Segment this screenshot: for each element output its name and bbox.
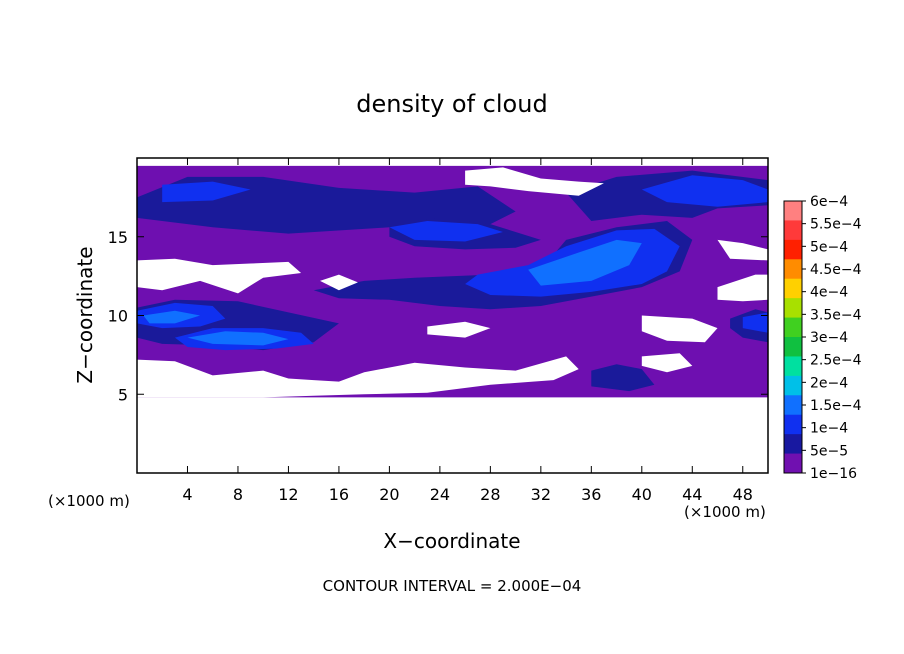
colorbar-label: 3e−4 bbox=[810, 330, 848, 346]
colorbar-swatch bbox=[784, 239, 802, 260]
contour-region-15 bbox=[187, 331, 289, 346]
x-tick-label: 20 bbox=[379, 485, 399, 504]
empty-region-2 bbox=[465, 167, 604, 196]
colorbar-label: 1e−4 bbox=[810, 421, 848, 437]
colorbar-label: 4.5e−4 bbox=[810, 262, 862, 278]
x-tick-label: 8 bbox=[233, 485, 243, 504]
x-tick-label: 32 bbox=[531, 485, 551, 504]
empty-region-1 bbox=[320, 274, 358, 291]
colorbar-swatch bbox=[784, 337, 802, 357]
empty-region-6 bbox=[717, 274, 768, 302]
contour-interval-note: CONTOUR INTERVAL = 2.000E−04 bbox=[323, 577, 582, 595]
empty-region-5 bbox=[641, 353, 693, 373]
colorbar-swatch bbox=[784, 278, 802, 299]
colorbar-legend: 6e−4 5.5e−4 5e−4 4.5e−4 4e−4 3.5e−4 3e−4 2.5e−4… bbox=[783, 194, 862, 482]
x-tick-label: 44 bbox=[682, 485, 702, 504]
colorbar-swatch bbox=[784, 220, 802, 241]
colorbar-swatch bbox=[784, 414, 802, 435]
y-tick-label: 15 bbox=[108, 228, 128, 247]
colorbar-swatch bbox=[784, 201, 802, 221]
colorbar-label: 5e−5 bbox=[810, 443, 848, 459]
contour-region-6 bbox=[591, 364, 655, 392]
colorbar-label: 5e−4 bbox=[810, 239, 848, 255]
x-tick-label: 24 bbox=[430, 485, 450, 504]
x-tick-label: 4 bbox=[182, 485, 192, 504]
colorbar-swatch bbox=[784, 395, 802, 416]
contour-region-17 bbox=[143, 310, 201, 324]
contour-region-10 bbox=[389, 221, 503, 242]
y-tick-label: 10 bbox=[108, 307, 128, 326]
colorbar-label: 6e−4 bbox=[810, 194, 848, 210]
y-axis-label: Z−coordinate bbox=[73, 246, 97, 383]
x-unit-right: (×1000 m) bbox=[684, 503, 766, 521]
colorbar-label: 1e−16 bbox=[810, 466, 857, 482]
empty-region-0 bbox=[137, 258, 302, 294]
x-tick-label: 28 bbox=[480, 485, 500, 504]
colorbar-label: 4e−4 bbox=[810, 285, 848, 301]
colorbar-swatch bbox=[784, 298, 802, 319]
y-axis: 5 10 15 bbox=[108, 228, 768, 404]
x-tick-label: 12 bbox=[278, 485, 298, 504]
y-tick-label: 5 bbox=[118, 385, 128, 404]
plot-area bbox=[137, 165, 768, 398]
chart-title: density of cloud bbox=[356, 90, 547, 118]
x-tick-label: 48 bbox=[733, 485, 753, 504]
contour-region-16 bbox=[528, 239, 642, 286]
x-tick-label: 36 bbox=[581, 485, 601, 504]
contour-regions bbox=[137, 165, 768, 398]
colorbar-swatch bbox=[784, 375, 802, 396]
empty-region-3 bbox=[137, 356, 579, 398]
colorbar-label: 2e−4 bbox=[810, 375, 848, 391]
empty-region-8 bbox=[641, 315, 718, 343]
colorbar-swatch bbox=[784, 453, 802, 474]
x-axis: 4 8 12 16 20 24 28 32 36 40 44 48 bbox=[182, 158, 753, 504]
colorbar-swatch bbox=[784, 356, 802, 377]
x-axis-label: X−coordinate bbox=[383, 529, 520, 553]
x-unit-left: (×1000 m) bbox=[48, 492, 130, 510]
empty-region-4 bbox=[427, 321, 491, 338]
contour-region-8 bbox=[162, 181, 251, 203]
empty-region-7 bbox=[717, 239, 768, 261]
colorbar-label: 1.5e−4 bbox=[810, 398, 862, 414]
contour-region-9 bbox=[641, 175, 768, 207]
colorbar-swatch bbox=[784, 434, 802, 455]
colorbar-label: 5.5e−4 bbox=[810, 217, 862, 233]
empty-regions bbox=[137, 167, 768, 398]
colorbar-swatch bbox=[784, 259, 802, 280]
x-tick-label: 16 bbox=[329, 485, 349, 504]
colorbar-label: 3.5e−4 bbox=[810, 307, 862, 323]
colorbar-swatch bbox=[784, 317, 802, 338]
x-tick-label: 40 bbox=[632, 485, 652, 504]
contour-region-14 bbox=[742, 312, 768, 333]
colorbar-label: 2.5e−4 bbox=[810, 353, 862, 369]
